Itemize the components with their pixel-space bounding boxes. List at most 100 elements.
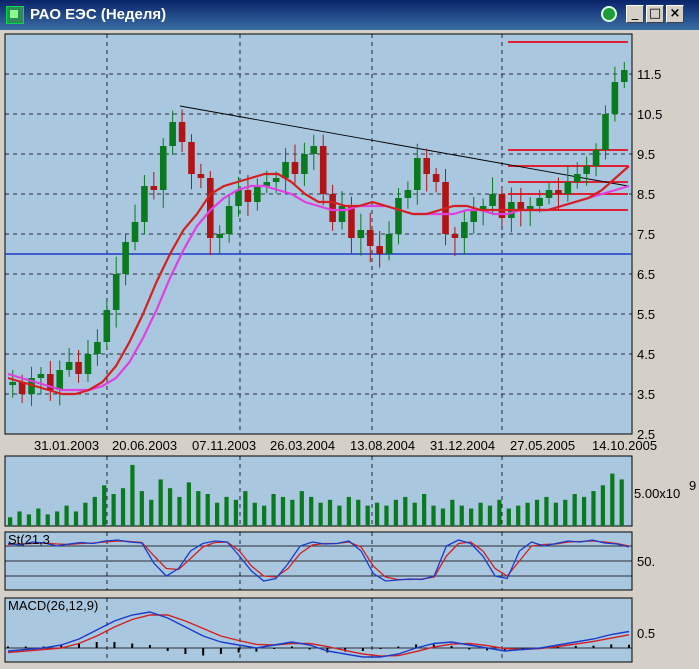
bull-candle [338, 206, 346, 222]
bull-candle [583, 166, 590, 174]
volume-bar [83, 502, 88, 526]
macd-histogram-bar [432, 644, 435, 648]
volume-bar [412, 502, 417, 526]
bear-candle [498, 194, 506, 218]
bear-candle [188, 142, 195, 174]
bull-candle [479, 206, 487, 210]
macd-histogram-bar [326, 648, 329, 653]
bear-candle [291, 162, 299, 174]
volume-bar [525, 502, 530, 526]
macd-histogram-bar [184, 648, 187, 654]
volume-bar [403, 496, 408, 526]
maximize-button[interactable]: □ [646, 5, 664, 23]
volume-bar [309, 496, 314, 526]
bull-candle [263, 182, 271, 186]
bull-candle [84, 354, 92, 374]
volume-bar [215, 502, 220, 526]
bull-candle [159, 146, 167, 190]
volume-bar [36, 508, 41, 526]
volume-bar [497, 499, 502, 526]
bear-candle [451, 234, 459, 238]
bull-candle [545, 190, 553, 198]
x-tick-label: 20.06.2003 [112, 438, 177, 453]
macd-histogram-bar [273, 648, 276, 649]
volume-bar [356, 499, 361, 526]
bull-candle [56, 370, 64, 390]
volume-bar [346, 496, 351, 526]
bull-candle [131, 222, 139, 242]
stochastic-k-line [7, 539, 630, 582]
macd-histogram-bar [628, 644, 630, 648]
bull-candle [385, 234, 393, 254]
bull-candle [395, 198, 402, 234]
volume-bar [431, 505, 436, 526]
bear-candle [348, 206, 355, 238]
macd-histogram-bar [308, 648, 311, 650]
macd-histogram-bar [486, 648, 489, 651]
volume-bar [440, 508, 446, 526]
bull-candle [65, 362, 73, 370]
y-tick-label: 7.5 [637, 227, 655, 242]
macd-histogram-bar [60, 645, 63, 648]
y-tick-label: 10.5 [637, 107, 662, 122]
bull-candle [225, 206, 233, 234]
y-tick-label: 2.5 [637, 427, 655, 442]
volume-axis-exponent: 9 [689, 478, 696, 493]
macd-title: MACD(26,12,9) [8, 598, 98, 613]
volume-bar [149, 499, 154, 526]
volume-bar [262, 505, 267, 526]
volume-bar [130, 464, 135, 526]
macd-histogram-bar [361, 648, 364, 651]
bull-candle [122, 242, 129, 274]
title-bar[interactable]: РАО ЕЭС (Неделя) _ □ × [0, 0, 699, 30]
macd-histogram-bar [290, 646, 293, 648]
volume-bar [186, 482, 192, 526]
chart-area[interactable]: 31.01.2003 20.06.2003 07.11.2003 26.03.2004… [0, 30, 699, 669]
stochastic-title: St(21,3 [8, 532, 50, 547]
volume-bar [224, 496, 229, 526]
bull-candle [112, 274, 120, 310]
bear-candle [555, 190, 562, 194]
volume-bar [619, 479, 624, 526]
volume-bar [233, 499, 239, 526]
green-circle-icon[interactable] [601, 6, 617, 22]
macd-histogram-bar [202, 648, 205, 656]
macd-histogram-bar [24, 646, 27, 648]
volume-bar [290, 499, 295, 526]
macd-histogram-bar [592, 645, 595, 648]
bull-candle [37, 374, 45, 378]
volume-bar [591, 491, 596, 526]
bull-candle [611, 82, 619, 114]
macd-panel [4, 597, 633, 663]
stochastic-d-line [7, 540, 630, 581]
stochastic-y-label: 50. [637, 554, 655, 569]
x-tick-label: 31.12.2004 [430, 438, 495, 453]
bull-candle [470, 210, 478, 222]
macd-histogram-bar [148, 645, 151, 648]
volume-bar [139, 491, 144, 526]
bull-candle [602, 114, 609, 150]
y-tick-label: 11.5 [637, 67, 661, 82]
volume-bar [299, 491, 304, 526]
close-button[interactable]: × [666, 5, 684, 23]
volume-bar [544, 496, 549, 526]
macd-histogram-bar [574, 645, 577, 648]
bull-candle [310, 146, 318, 154]
window-title: РАО ЕЭС (Неделя) [30, 6, 167, 23]
x-tick-label: 31.01.2003 [34, 438, 99, 453]
macd-histogram-bar [219, 648, 222, 654]
volume-bar [327, 499, 333, 526]
volume-bar [92, 496, 97, 526]
volume-bar [73, 511, 79, 526]
bull-candle [301, 154, 308, 174]
bear-candle [432, 174, 440, 182]
macd-histogram-bar [610, 644, 613, 648]
volume-bar [365, 505, 370, 526]
bull-candle [357, 230, 365, 238]
chart-app-icon[interactable] [6, 6, 24, 24]
bull-candle [592, 150, 600, 166]
bear-candle [517, 202, 525, 210]
bear-candle [197, 174, 205, 178]
minimize-button[interactable]: _ [626, 5, 644, 23]
